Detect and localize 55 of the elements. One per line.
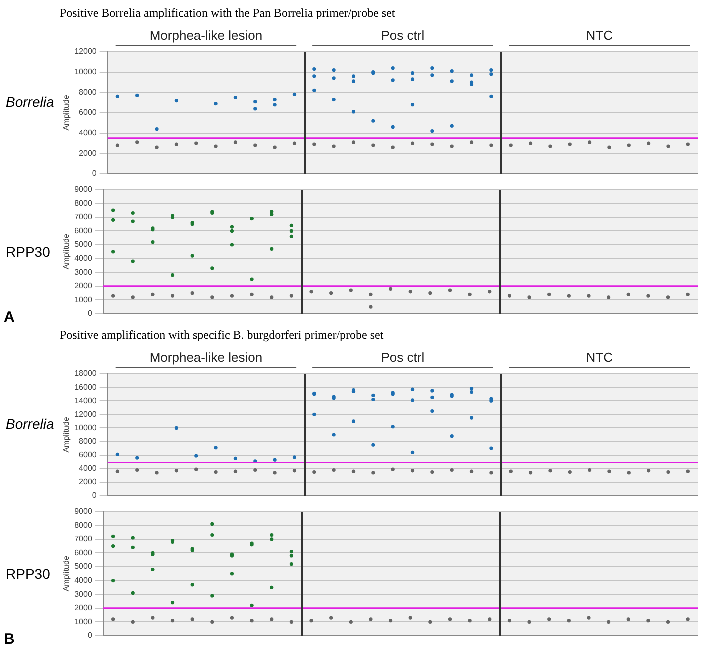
y-tick-label: 7000 xyxy=(74,534,93,544)
text: Morphea-like lesion xyxy=(150,28,263,43)
y-tick-label: 3000 xyxy=(74,268,93,277)
y-tick-label: 8000 xyxy=(79,88,98,97)
text: RPP30 xyxy=(5,566,52,582)
text: B xyxy=(4,631,15,648)
y-tick-label: 0 xyxy=(88,631,93,640)
y-axis-title: Amplitude xyxy=(62,94,72,131)
y-tick-label: 6000 xyxy=(74,226,93,236)
chart-title: Positive Borrelia amplification with the Pan Borrelia primer/probe set xyxy=(59,5,396,22)
text: NTC xyxy=(586,350,613,365)
y-tick-label: 6000 xyxy=(79,108,98,118)
y-tick-label: 2000 xyxy=(74,604,93,613)
chart-title: Positive amplification with specific B. burgdorferi primer/probe set xyxy=(60,328,384,342)
text: NTC xyxy=(586,28,613,43)
y-tick-label: 5000 xyxy=(74,240,93,250)
y-tick-label: 18000 xyxy=(74,369,98,378)
text: Morphea-like lesion xyxy=(150,350,263,365)
text: A xyxy=(4,309,15,326)
y-tick-label: 4000 xyxy=(74,576,93,586)
y-tick-label: 7000 xyxy=(74,212,93,222)
y-tick-label: 16000 xyxy=(74,382,98,392)
y-tick-label: 9000 xyxy=(74,507,93,516)
text: Borrelia xyxy=(5,94,56,110)
y-tick-label: 10000 xyxy=(74,68,98,77)
y-tick-label: 12000 xyxy=(74,410,98,419)
y-axis-title: Amplitude xyxy=(62,234,72,270)
text: Pos ctrl xyxy=(381,28,425,43)
y-tick-label: 8000 xyxy=(74,198,93,208)
y-tick-label: 8000 xyxy=(74,520,93,530)
y-tick-label: 0 xyxy=(88,309,93,318)
y-axis-title: Amplitude xyxy=(62,556,72,592)
y-tick-label: 4000 xyxy=(79,464,98,474)
y-tick-label: 8000 xyxy=(79,436,98,446)
y-tick-label: 9000 xyxy=(74,185,93,194)
text: Pos ctrl xyxy=(381,350,425,365)
y-tick-label: 0 xyxy=(92,169,98,178)
y-tick-label: 4000 xyxy=(79,128,98,138)
y-tick-label: 2000 xyxy=(79,478,98,487)
y-axis-title: Amplitude xyxy=(62,416,72,453)
y-tick-label: 6000 xyxy=(79,450,98,460)
y-tick-label: 4000 xyxy=(74,254,93,264)
y-tick-label: 5000 xyxy=(74,562,93,572)
text: Borrelia xyxy=(5,416,56,432)
y-tick-label: 1000 xyxy=(74,617,93,626)
text: RPP30 xyxy=(5,244,52,260)
y-tick-label: 2000 xyxy=(74,282,93,291)
y-tick-label: 1000 xyxy=(74,295,93,304)
y-tick-label: 12000 xyxy=(74,47,98,56)
y-tick-label: 2000 xyxy=(79,148,98,158)
y-tick-label: 10000 xyxy=(74,423,98,432)
y-tick-label: 0 xyxy=(92,491,98,500)
y-tick-label: 3000 xyxy=(74,590,93,599)
y-tick-label: 14000 xyxy=(74,396,98,406)
y-tick-label: 6000 xyxy=(74,548,93,558)
